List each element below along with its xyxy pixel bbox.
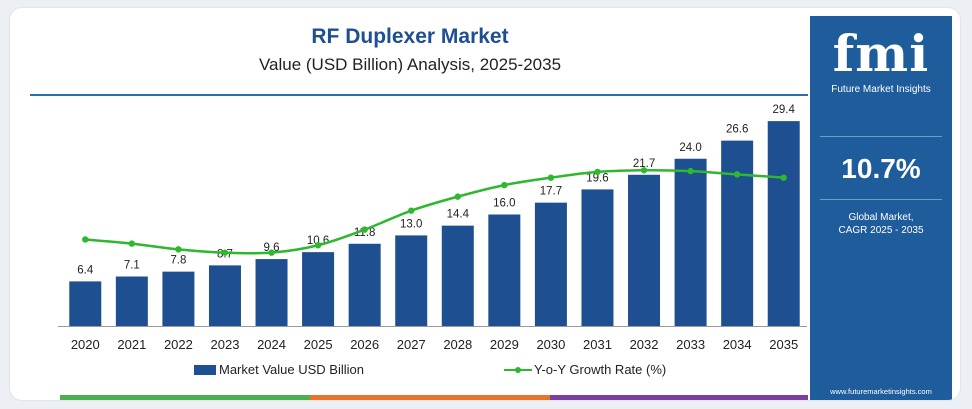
cagr-label-line1: Global Market,	[848, 212, 914, 223]
bar-2034	[721, 140, 754, 326]
sidebar-panel: fmi Future Market Insights 10.7% Global …	[810, 16, 952, 400]
bar-2031	[581, 189, 614, 326]
chart-card: RF Duplexer Market Value (USD Billion) A…	[10, 8, 960, 400]
x-tick-2029: 2029	[490, 337, 519, 352]
growth-point-2032	[640, 167, 648, 174]
growth-point-2029	[501, 181, 508, 189]
bar-2028	[441, 225, 474, 326]
bar-label-2029: 16.0	[493, 198, 515, 210]
sidebar-divider-middle	[820, 199, 942, 200]
bar-2033	[674, 158, 707, 326]
accent-strip-green	[60, 395, 310, 400]
bar-label-2028: 14.4	[447, 209, 470, 221]
legend-line-swatch	[504, 366, 532, 373]
bar-2021	[115, 276, 148, 326]
cagr-label-line2: CAGR 2025 - 2035	[838, 225, 924, 236]
website-link[interactable]: www.futuremarketinsights.com	[830, 387, 932, 396]
header-divider	[30, 94, 808, 96]
x-tick-2032: 2032	[630, 337, 659, 352]
bar-2030	[534, 202, 567, 326]
accent-strip-purple	[550, 395, 808, 400]
sidebar-divider-top	[820, 136, 942, 137]
x-tick-2035: 2035	[769, 337, 798, 352]
legend-market-value: Market Value USD Billion	[194, 362, 364, 377]
bar-label-2033: 24.0	[679, 142, 701, 154]
bar-2029	[488, 214, 521, 326]
growth-point-2030	[547, 174, 555, 181]
bar-label-2022: 7.8	[170, 255, 186, 267]
growth-point-2034	[733, 171, 741, 178]
bar-2026	[348, 243, 381, 326]
x-tick-2031: 2031	[583, 337, 612, 352]
x-tick-2020: 2020	[71, 337, 100, 352]
growth-point-2035	[780, 174, 787, 181]
x-tick-2026: 2026	[350, 337, 379, 352]
chart-subtitle: Value (USD Billion) Analysis, 2025-2035	[258, 55, 562, 74]
growth-point-2025	[314, 242, 322, 249]
legend-bar-label: Market Value USD Billion	[219, 362, 364, 377]
growth-point-2031	[594, 168, 601, 176]
logo-subtitle: Future Market Insights	[831, 84, 931, 95]
chart-title: RF Duplexer Market	[311, 25, 509, 48]
legend-bar-swatch	[194, 364, 216, 375]
accent-strip-orange	[310, 395, 550, 400]
bar-label-2032: 21.7	[633, 158, 655, 170]
cagr-value: 10.7%	[841, 153, 921, 184]
growth-point-2023	[221, 249, 229, 256]
growth-point-2021	[128, 240, 136, 247]
x-tick-2028: 2028	[443, 337, 472, 352]
x-tick-2024: 2024	[257, 337, 286, 352]
legend-growth-rate: Y-o-Y Growth Rate (%)	[504, 362, 666, 377]
bar-label-2034: 26.6	[726, 124, 748, 136]
cagr-label: Global Market, CAGR 2025 - 2035	[810, 211, 952, 237]
bar-label-2020: 6.4	[77, 264, 94, 276]
bar-2035	[767, 121, 800, 327]
growth-point-2033	[687, 167, 694, 175]
bar-2024	[255, 259, 288, 326]
bar-2032	[628, 174, 661, 326]
growth-point-2020	[82, 236, 89, 243]
bar-2025	[302, 252, 335, 326]
bar-label-2030: 17.7	[540, 186, 562, 198]
x-tick-2034: 2034	[723, 337, 752, 352]
bar-label-2035: 29.4	[773, 104, 796, 116]
bar-2020	[69, 281, 102, 326]
x-tick-2027: 2027	[397, 337, 426, 352]
bar-label-2027: 13.0	[400, 218, 422, 230]
growth-point-2028	[454, 193, 461, 200]
chart-plot: 6.420207.120217.820228.720239.6202410.62…	[58, 104, 807, 352]
bar-label-2021: 7.1	[124, 260, 140, 272]
growth-rate-line	[85, 168, 784, 255]
growth-point-2027	[408, 207, 415, 214]
legend-line-label: Y-o-Y Growth Rate (%)	[534, 362, 667, 377]
x-tick-2033: 2033	[676, 337, 705, 352]
x-tick-2025: 2025	[304, 337, 333, 352]
bar-label-2031: 19.6	[586, 172, 608, 184]
fmi-logo: fmi	[832, 24, 930, 83]
x-tick-2023: 2023	[211, 337, 240, 352]
x-tick-2022: 2022	[164, 337, 193, 352]
bar-2027	[395, 235, 428, 326]
growth-point-2026	[361, 226, 368, 233]
growth-point-2024	[268, 249, 275, 256]
growth-point-2022	[175, 246, 182, 253]
x-tick-2030: 2030	[536, 337, 565, 352]
bar-2023	[208, 265, 241, 326]
bar-2022	[162, 271, 195, 326]
x-tick-2021: 2021	[117, 337, 146, 352]
